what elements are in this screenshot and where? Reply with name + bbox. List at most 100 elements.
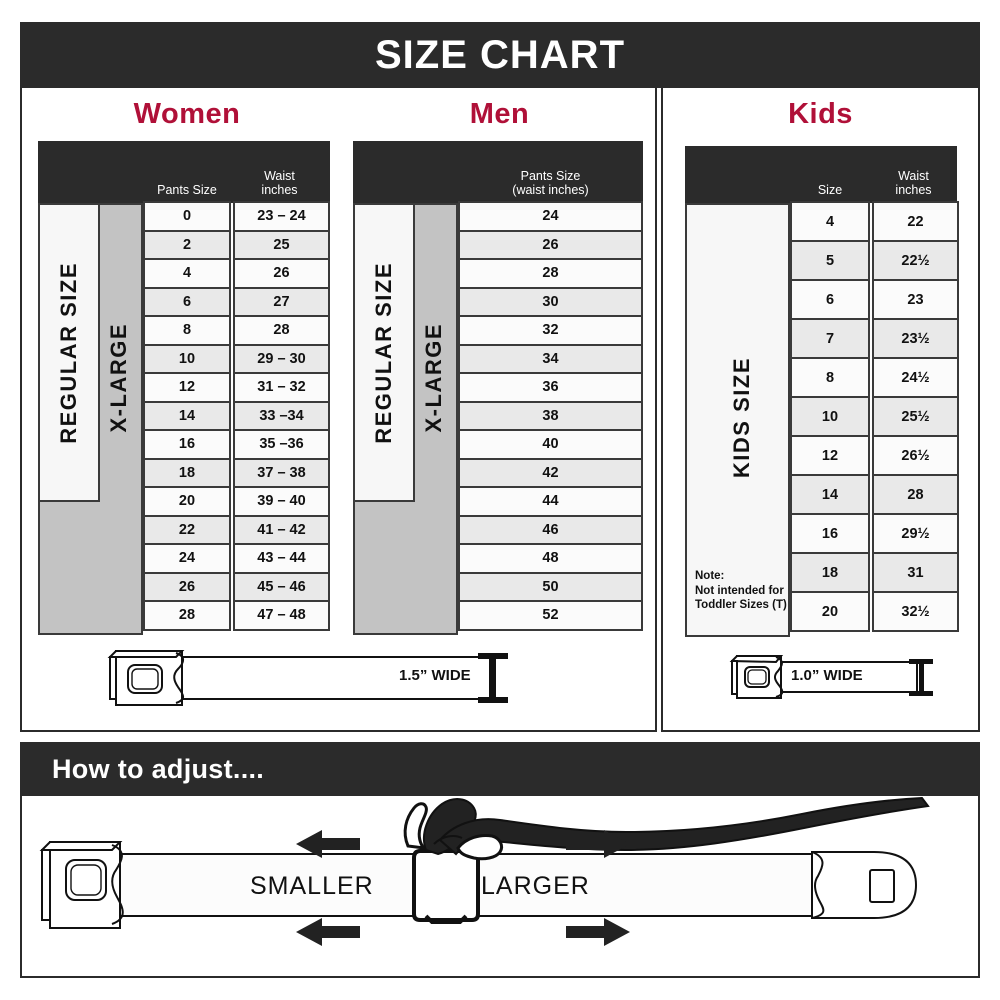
women-table-row: 10 29 – 30 xyxy=(143,343,330,374)
men-cell-size: 32 xyxy=(458,315,643,346)
kids-note-line3: Toddler Sizes (T) xyxy=(695,599,787,611)
men-col-header-line2: (waist inches) xyxy=(512,183,589,197)
women-cell-size: 14 xyxy=(143,400,231,431)
women-cell-waist: 27 xyxy=(233,286,330,317)
kids-category-block: KIDS SIZE xyxy=(685,203,790,637)
women-cell-size: 28 xyxy=(143,600,231,631)
kids-note: Note: Not intended for Toddler Sizes (T) xyxy=(695,569,791,613)
kids-cell-waist: 23½ xyxy=(872,318,959,359)
kids-cell-size: 20 xyxy=(790,591,870,632)
women-cell-size: 22 xyxy=(143,514,231,545)
women-cell-waist: 31 – 32 xyxy=(233,372,330,403)
arrow-smaller-bottom xyxy=(296,918,360,946)
kids-panel: Kids Size Waist inches KIDS SIZE Note: N… xyxy=(661,88,980,732)
kids-cell-waist: 23 xyxy=(872,279,959,320)
men-table-row: 40 xyxy=(458,429,643,460)
women-table-row: 22 41 – 42 xyxy=(143,514,330,545)
women-cell-size: 2 xyxy=(143,229,231,260)
kids-table-row: 16 29½ xyxy=(790,513,959,554)
men-category-x-large-label: X-LARGE xyxy=(421,323,446,433)
adult-belt-width-label: 1.5” WIDE xyxy=(399,667,471,684)
men-table-row: 34 xyxy=(458,343,643,374)
kids-cell-size: 6 xyxy=(790,279,870,320)
women-cell-waist: 39 – 40 xyxy=(233,486,330,517)
kids-col-header-waist-line2: inches xyxy=(895,183,932,197)
men-cell-size: 28 xyxy=(458,258,643,289)
kids-table-body: KIDS SIZE Note: Not intended for Toddler… xyxy=(685,201,959,637)
women-category-regular-size-label: REGULAR SIZE xyxy=(56,261,81,444)
kids-col-header-size: Size xyxy=(817,183,843,197)
women-cell-waist: 47 – 48 xyxy=(233,600,330,631)
women-table-row: 16 35 –36 xyxy=(143,429,330,460)
kids-cell-waist: 26½ xyxy=(872,435,959,476)
women-table-row: 24 43 – 44 xyxy=(143,543,330,574)
women-cell-size: 24 xyxy=(143,543,231,574)
men-cell-size: 26 xyxy=(458,229,643,260)
men-cell-size: 34 xyxy=(458,343,643,374)
kids-cell-waist: 24½ xyxy=(872,357,959,398)
women-cell-waist: 43 – 44 xyxy=(233,543,330,574)
women-cell-size: 18 xyxy=(143,457,231,488)
women-cell-waist: 29 – 30 xyxy=(233,343,330,374)
women-col-header-waist: Waist inches xyxy=(231,169,328,203)
men-cell-size: 30 xyxy=(458,286,643,317)
women-table-row: 0 23 – 24 xyxy=(143,201,330,232)
women-cell-waist: 37 – 38 xyxy=(233,457,330,488)
kids-table-row: 7 23½ xyxy=(790,318,959,359)
arrow-larger-bottom xyxy=(566,918,630,946)
men-cell-size: 36 xyxy=(458,372,643,403)
kids-table-row: 20 32½ xyxy=(790,591,959,632)
kids-table-row: 8 24½ xyxy=(790,357,959,398)
women-size-table: Pants Size Waist inches REGULAR SIZE X-L… xyxy=(38,141,330,635)
women-cell-size: 16 xyxy=(143,429,231,460)
women-table-row: 6 27 xyxy=(143,286,330,317)
men-cell-size: 44 xyxy=(458,486,643,517)
kids-cell-size: 7 xyxy=(790,318,870,359)
kids-cell-waist: 31 xyxy=(872,552,959,593)
kids-col-header-waist: Waist inches xyxy=(870,169,957,203)
kids-cell-size: 16 xyxy=(790,513,870,554)
women-cell-size: 20 xyxy=(143,486,231,517)
women-cell-size: 6 xyxy=(143,286,231,317)
women-col-header-pants-size: Pants Size xyxy=(157,183,217,197)
kids-note-line1: Note: xyxy=(695,570,725,582)
adjust-label-smaller: SMALLER xyxy=(250,872,374,900)
women-table-row: 18 37 – 38 xyxy=(143,457,330,488)
men-cell-size: 40 xyxy=(458,429,643,460)
kids-belt-width-figure: 1.0” WIDE xyxy=(725,646,945,708)
women-table-row: 28 47 – 48 xyxy=(143,600,330,631)
women-table-header: Pants Size Waist inches xyxy=(38,141,330,203)
men-category-regular-size-label: REGULAR SIZE xyxy=(371,261,396,444)
men-cell-size: 38 xyxy=(458,400,643,431)
women-cell-size: 8 xyxy=(143,315,231,346)
arrow-larger-top xyxy=(566,830,630,858)
kids-table-row: 12 26½ xyxy=(790,435,959,476)
women-cell-size: 12 xyxy=(143,372,231,403)
men-size-table: Pants Size (waist inches) REGULAR SIZE X… xyxy=(353,141,643,635)
how-to-adjust-panel: SMALLER LARGER xyxy=(20,796,980,978)
kids-cell-waist: 25½ xyxy=(872,396,959,437)
women-cell-waist: 25 xyxy=(233,229,330,260)
men-cell-size: 52 xyxy=(458,600,643,631)
men-table-row: 28 xyxy=(458,258,643,289)
kids-table-row: 18 31 xyxy=(790,552,959,593)
women-cell-waist: 41 – 42 xyxy=(233,514,330,545)
kids-table-row: 10 25½ xyxy=(790,396,959,437)
section-heading-kids: Kids xyxy=(788,98,853,130)
women-table-body: REGULAR SIZE X-LARGE 0 23 – 24 2 25 4 26 6 27 8 2… xyxy=(38,201,330,635)
kids-cell-size: 18 xyxy=(790,552,870,593)
adult-belt-drawing xyxy=(107,650,508,706)
men-table-body: REGULAR SIZE X-LARGE 24 26 28 30 32 34 36 38 40 4… xyxy=(353,201,643,635)
men-cell-size: 50 xyxy=(458,571,643,602)
men-rows: 24 26 28 30 32 34 36 38 40 42 44 46 48 50 52 xyxy=(458,201,643,631)
adult-belt-width-figure: 1.5” WIDE xyxy=(102,643,522,713)
men-table-row: 32 xyxy=(458,315,643,346)
kids-table-row: 4 22 xyxy=(790,201,959,242)
men-table-row: 48 xyxy=(458,543,643,574)
men-col-header-line1: Pants Size xyxy=(520,169,581,183)
women-cell-waist: 26 xyxy=(233,258,330,289)
title-bar: SIZE CHART xyxy=(20,22,980,88)
kids-cell-waist: 28 xyxy=(872,474,959,515)
men-table-row: 44 xyxy=(458,486,643,517)
